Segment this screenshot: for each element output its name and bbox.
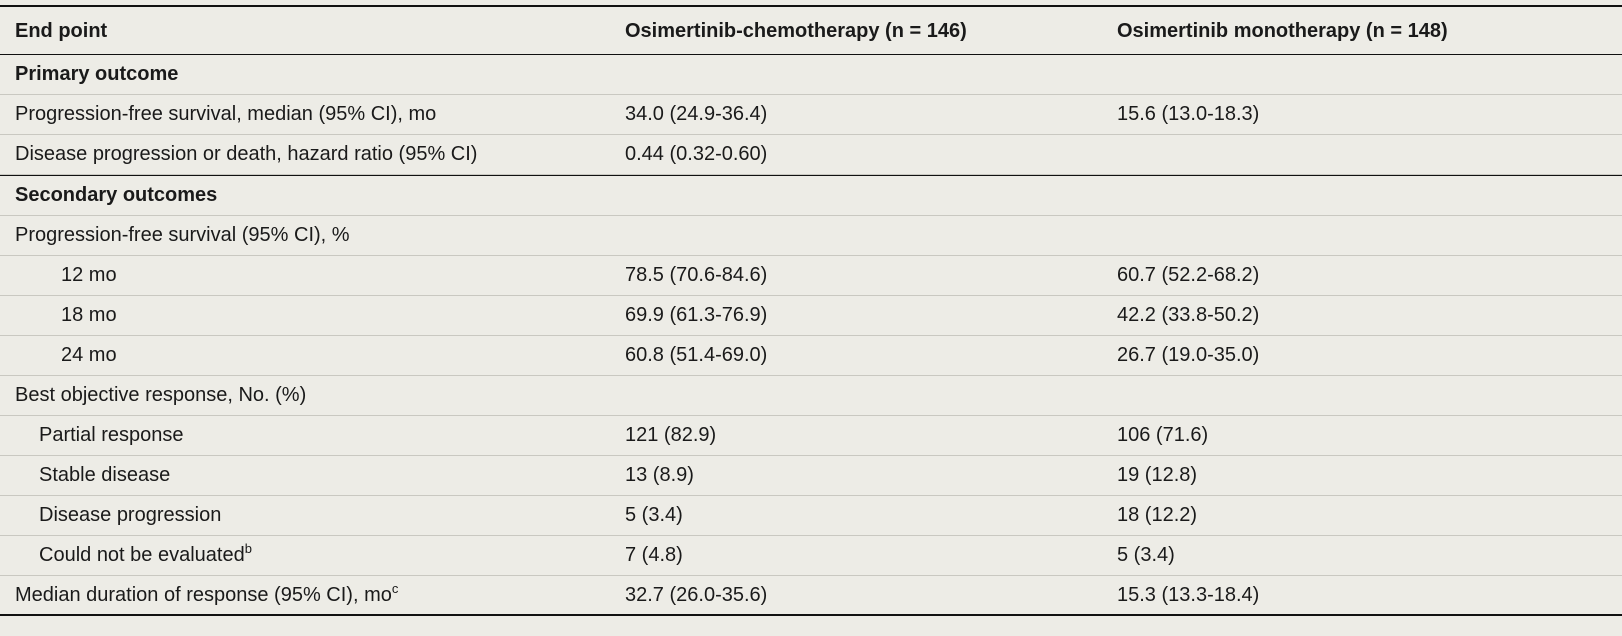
header-end-point: End point xyxy=(15,20,108,42)
row-label: Progression-free survival (95% CI), % xyxy=(15,224,350,246)
chemo-value: 7 (4.8) xyxy=(625,544,683,566)
section-label: Primary outcome xyxy=(15,63,179,85)
bor-group-row: Best objective response, No. (%) xyxy=(0,376,1622,416)
chemo-value: 32.7 (26.0-35.6) xyxy=(625,583,768,606)
row-label: Stable disease xyxy=(39,464,171,486)
section-label: Secondary outcomes xyxy=(15,184,218,206)
row-label: Partial response xyxy=(39,424,184,446)
header-chemo-arm: Osimertinib-chemotherapy (n = 146) xyxy=(625,20,967,42)
chemo-value: 5 (3.4) xyxy=(625,504,683,526)
mono-value: 15.6 (13.0-18.3) xyxy=(1117,103,1260,125)
mono-value: 15.3 (13.3-18.4) xyxy=(1117,583,1260,606)
header-mono-arm: Osimertinib monotherapy (n = 148) xyxy=(1117,20,1448,42)
table-top-rule xyxy=(0,5,1622,7)
row-label-with-footnote: Could not be evaluatedb xyxy=(0,541,625,567)
table-row: Progression-free survival, median (95% C… xyxy=(0,95,1622,135)
mono-value: 42.2 (33.8-50.2) xyxy=(1117,304,1260,326)
table-row: 12 mo 78.5 (70.6-84.6) 60.7 (52.2-68.2) xyxy=(0,256,1622,296)
row-label: Disease progression or death, hazard rat… xyxy=(15,143,478,165)
chemo-value: 34.0 (24.9-36.4) xyxy=(625,103,768,125)
table-row: 18 mo 69.9 (61.3-76.9) 42.2 (33.8-50.2) xyxy=(0,296,1622,336)
row-label-with-footnote: Median duration of response (95% CI), mo… xyxy=(0,580,625,607)
mono-value: 19 (12.8) xyxy=(1117,464,1198,486)
row-label: Best objective response, No. (%) xyxy=(15,384,307,406)
table-row: Stable disease 13 (8.9) 19 (12.8) xyxy=(0,456,1622,496)
chemo-value: 78.5 (70.6-84.6) xyxy=(625,264,768,286)
row-label: Disease progression xyxy=(39,504,222,526)
row-label: Median duration of response (95% CI), mo xyxy=(15,583,392,606)
row-label: 24 mo xyxy=(61,344,117,366)
pfs-group-row: Progression-free survival (95% CI), % xyxy=(0,216,1622,256)
mono-value: 5 (3.4) xyxy=(1117,544,1175,566)
mono-value: 26.7 (19.0-35.0) xyxy=(1117,344,1260,366)
chemo-value: 121 (82.9) xyxy=(625,424,717,446)
table-row: Disease progression 5 (3.4) 18 (12.2) xyxy=(0,496,1622,536)
table-header-row: End point Osimertinib-chemotherapy (n = … xyxy=(0,7,1622,55)
row-label: Progression-free survival, median (95% C… xyxy=(15,103,437,125)
mono-value: 106 (71.6) xyxy=(1117,424,1209,446)
footnote-marker: c xyxy=(391,580,399,596)
table-row: 24 mo 60.8 (51.4-69.0) 26.7 (19.0-35.0) xyxy=(0,336,1622,376)
footnote-marker: b xyxy=(244,541,252,556)
row-label: 18 mo xyxy=(61,304,117,326)
table-row: Partial response 121 (82.9) 106 (71.6) xyxy=(0,416,1622,456)
table-row: Disease progression or death, hazard rat… xyxy=(0,135,1622,175)
chemo-value: 69.9 (61.3-76.9) xyxy=(625,304,768,326)
chemo-value: 60.8 (51.4-69.0) xyxy=(625,344,768,366)
primary-outcome-section: Primary outcome xyxy=(0,55,1622,95)
secondary-outcomes-section: Secondary outcomes xyxy=(0,175,1622,216)
row-label: 12 mo xyxy=(61,264,117,286)
mono-value: 18 (12.2) xyxy=(1117,504,1198,526)
table-row: Could not be evaluatedb 7 (4.8) 5 (3.4) xyxy=(0,536,1622,576)
mono-value: 60.7 (52.2-68.2) xyxy=(1117,264,1260,286)
table-row: Median duration of response (95% CI), mo… xyxy=(0,576,1622,616)
chemo-value: 0.44 (0.32-0.60) xyxy=(625,143,768,165)
chemo-value: 13 (8.9) xyxy=(625,464,694,486)
row-label: Could not be evaluated xyxy=(39,544,245,566)
